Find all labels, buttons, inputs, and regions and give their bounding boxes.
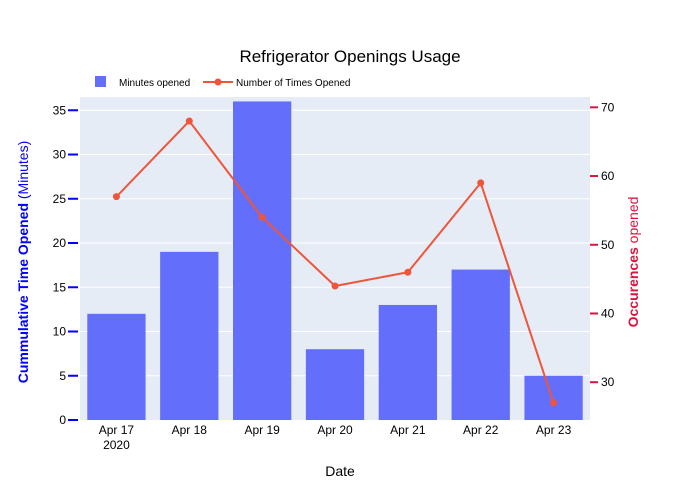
y2-tick-label: 50 [601,238,615,252]
legend-label-times: Number of Times Opened [236,78,351,89]
bar [87,313,146,420]
line-point [404,268,412,276]
x-tick-label: Apr 22 [463,423,499,437]
x-tick-label: Apr 20 [317,423,353,437]
y2-axis-title-rest: opened [625,197,641,248]
line-point [550,399,558,407]
y1-tick-label: 10 [53,325,67,339]
y2-axis-title: Occurences opened [625,197,641,328]
line-point [331,282,339,290]
x-tick-label: Apr 19 [244,423,280,437]
legend-swatch-minutes [95,76,106,87]
y2-tick-label: 40 [601,306,615,320]
y1-axis: 0 5 10 15 20 25 30 35 [53,103,78,427]
y1-axis-title: Cummulative Time Opened (Minutes) [15,141,31,383]
line-point [477,179,485,187]
y1-axis-title-rest: (Minutes) [15,141,31,203]
y2-tick-label: 60 [601,169,615,183]
x-tick-label: Apr 18 [172,423,208,437]
bar-series [87,101,583,421]
bar [305,349,365,420]
line-point [112,193,120,201]
bar [160,251,219,420]
x-tick-label: Apr 23 [536,423,572,437]
y2-tick-label: 30 [601,375,615,389]
y1-tick-label: 35 [53,103,67,117]
y1-tick-label: 15 [53,280,67,294]
x-axis-title: Date [325,463,355,479]
chart-title: Refrigerator Openings Usage [239,47,460,66]
y1-tick-label: 30 [53,148,67,162]
x-tick-label: Apr 17 [99,423,135,437]
y1-axis-title-bold: Cummulative Time Opened [15,203,31,383]
bar [233,101,292,421]
bar [524,375,583,420]
legend: Minutes opened Number of Times Opened [95,76,351,89]
line-point [185,117,193,125]
bar [378,304,437,420]
legend-marker-times [214,78,222,86]
y1-tick-label: 25 [53,192,67,206]
y2-axis-title-bold: Occurences [625,247,641,327]
line-point [258,213,266,221]
y1-tick-label: 5 [59,369,66,383]
y1-tick-label: 0 [59,413,66,427]
y2-axis: 30 40 50 60 70 [590,100,615,389]
bar [451,269,510,420]
x-year-label: 2020 [103,438,130,452]
line-series [112,117,558,407]
legend-label-minutes: Minutes opened [119,78,190,89]
x-axis: Apr 17 Apr 18 Apr 19 Apr 20 Apr 21 Apr 22 Apr … [99,423,572,452]
x-tick-label: Apr 21 [390,423,426,437]
y2-tick-label: 70 [601,100,615,114]
y1-tick-label: 20 [53,236,67,250]
